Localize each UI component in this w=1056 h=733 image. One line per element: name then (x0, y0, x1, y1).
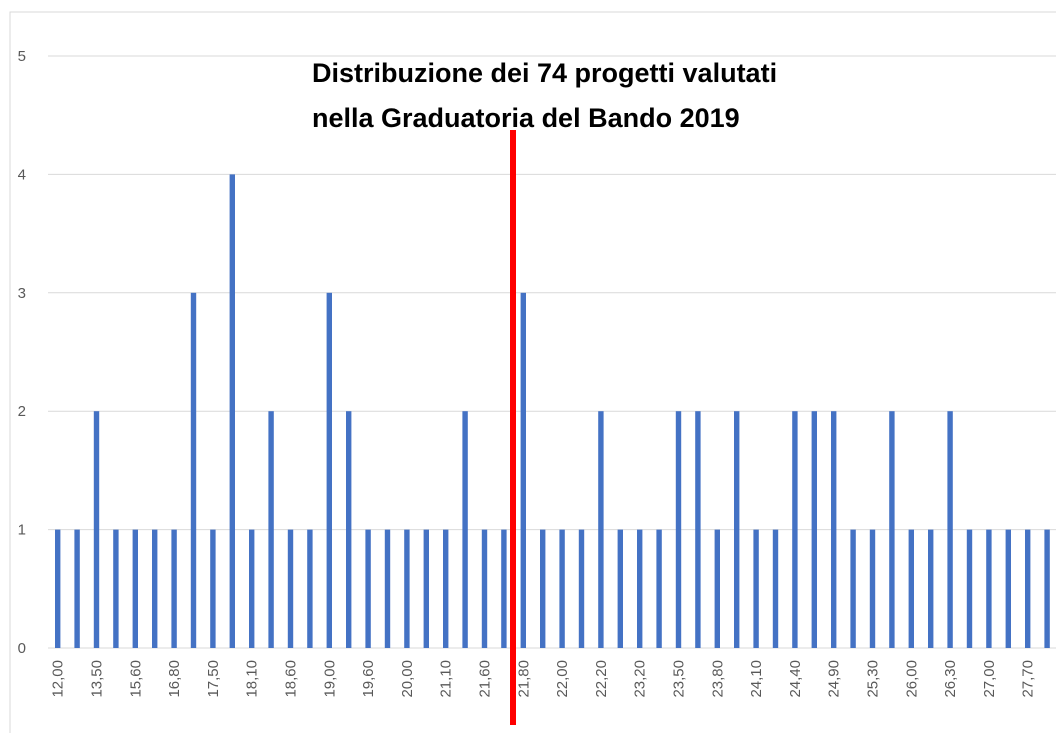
bar (966, 529, 973, 648)
x-tick-label: 18,60 (283, 660, 300, 698)
bar (249, 529, 255, 648)
bar (404, 529, 410, 648)
x-tick-label: 23,50 (671, 660, 688, 698)
bar (928, 529, 934, 648)
x-tick-label: 25,30 (865, 660, 882, 698)
x-tick-label: 21,60 (477, 660, 494, 698)
bar (423, 529, 429, 648)
x-tick-label: 24,40 (787, 660, 804, 698)
bar (384, 529, 391, 648)
bar (811, 411, 817, 648)
x-tick-label: 21,80 (515, 660, 532, 698)
x-tick-label: 22,20 (593, 660, 610, 698)
x-tick-label: 27,70 (1020, 660, 1037, 698)
bar (93, 411, 100, 648)
bar (714, 529, 720, 648)
x-tick-label: 18,10 (244, 660, 261, 698)
y-tick-label: 2 (18, 403, 26, 420)
chart-subtitle: nella Graduatoria del Bando 2019 (312, 103, 740, 133)
x-tick-label: 22,00 (554, 660, 571, 698)
bar (695, 411, 701, 648)
bar (986, 529, 992, 648)
bar (869, 529, 876, 648)
x-tick-label: 12,00 (50, 660, 67, 698)
bar (1044, 529, 1050, 648)
bar (365, 529, 371, 648)
bar (229, 174, 235, 648)
x-tick-label: 23,20 (632, 660, 649, 698)
bar (287, 529, 294, 648)
bar (831, 411, 837, 648)
bar (637, 529, 643, 648)
bar (540, 529, 546, 648)
x-tick-label: 21,10 (438, 660, 455, 698)
x-tick-label: 13,50 (89, 660, 106, 698)
bar (462, 411, 468, 648)
bar (152, 529, 158, 648)
bar (947, 411, 953, 648)
chart-title: Distribuzione dei 74 progetti valutati (312, 58, 777, 88)
bar (210, 529, 216, 648)
x-tick-label: 17,50 (205, 660, 222, 698)
bar (578, 529, 585, 648)
bar (190, 292, 197, 648)
x-tick-label: 27,00 (981, 660, 998, 698)
y-tick-label: 0 (18, 640, 26, 657)
x-tick-label: 26,00 (903, 660, 920, 698)
x-tick-label: 20,00 (399, 660, 416, 698)
bar (753, 529, 759, 648)
threshold-line (510, 130, 516, 725)
bar (113, 529, 119, 648)
y-tick-label: 1 (18, 522, 26, 539)
x-tick-label: 26,30 (942, 660, 959, 698)
chart-frame (9, 11, 1056, 733)
bar (559, 529, 565, 648)
bar (598, 411, 604, 648)
bar (792, 411, 798, 648)
bar (520, 292, 526, 648)
bar (1025, 529, 1031, 648)
bar (501, 529, 507, 648)
bar (55, 529, 61, 648)
bar (772, 529, 779, 648)
x-tick-label: 19,60 (360, 660, 377, 698)
x-tick-label: 24,10 (748, 660, 765, 698)
bar (171, 529, 177, 648)
x-tick-label: 23,80 (709, 660, 726, 698)
plot: 0 1 2 3 4 5 12,00 13,50 15,60 16,80 17,50 18,10 18,6… (18, 48, 1056, 698)
bar (908, 529, 914, 648)
y-tick-label: 5 (18, 48, 26, 65)
bar (850, 529, 856, 648)
bar (132, 529, 138, 648)
bar (326, 292, 332, 648)
bar (268, 411, 274, 648)
bar (617, 529, 623, 648)
bar (734, 411, 740, 648)
bar (1005, 529, 1011, 648)
bar (74, 529, 80, 648)
bar (656, 529, 662, 648)
bar (443, 529, 449, 648)
bar (481, 529, 488, 648)
bar (675, 411, 682, 648)
x-tick-label: 24,90 (826, 660, 843, 698)
bar (889, 411, 895, 648)
x-tick-label: 16,80 (166, 660, 183, 698)
bar (307, 529, 313, 648)
x-tick-label: 19,00 (321, 660, 338, 698)
y-tick-label: 3 (18, 285, 26, 302)
bar (346, 411, 352, 648)
x-tick-label: 15,60 (127, 660, 144, 698)
y-tick-label: 4 (18, 166, 26, 183)
